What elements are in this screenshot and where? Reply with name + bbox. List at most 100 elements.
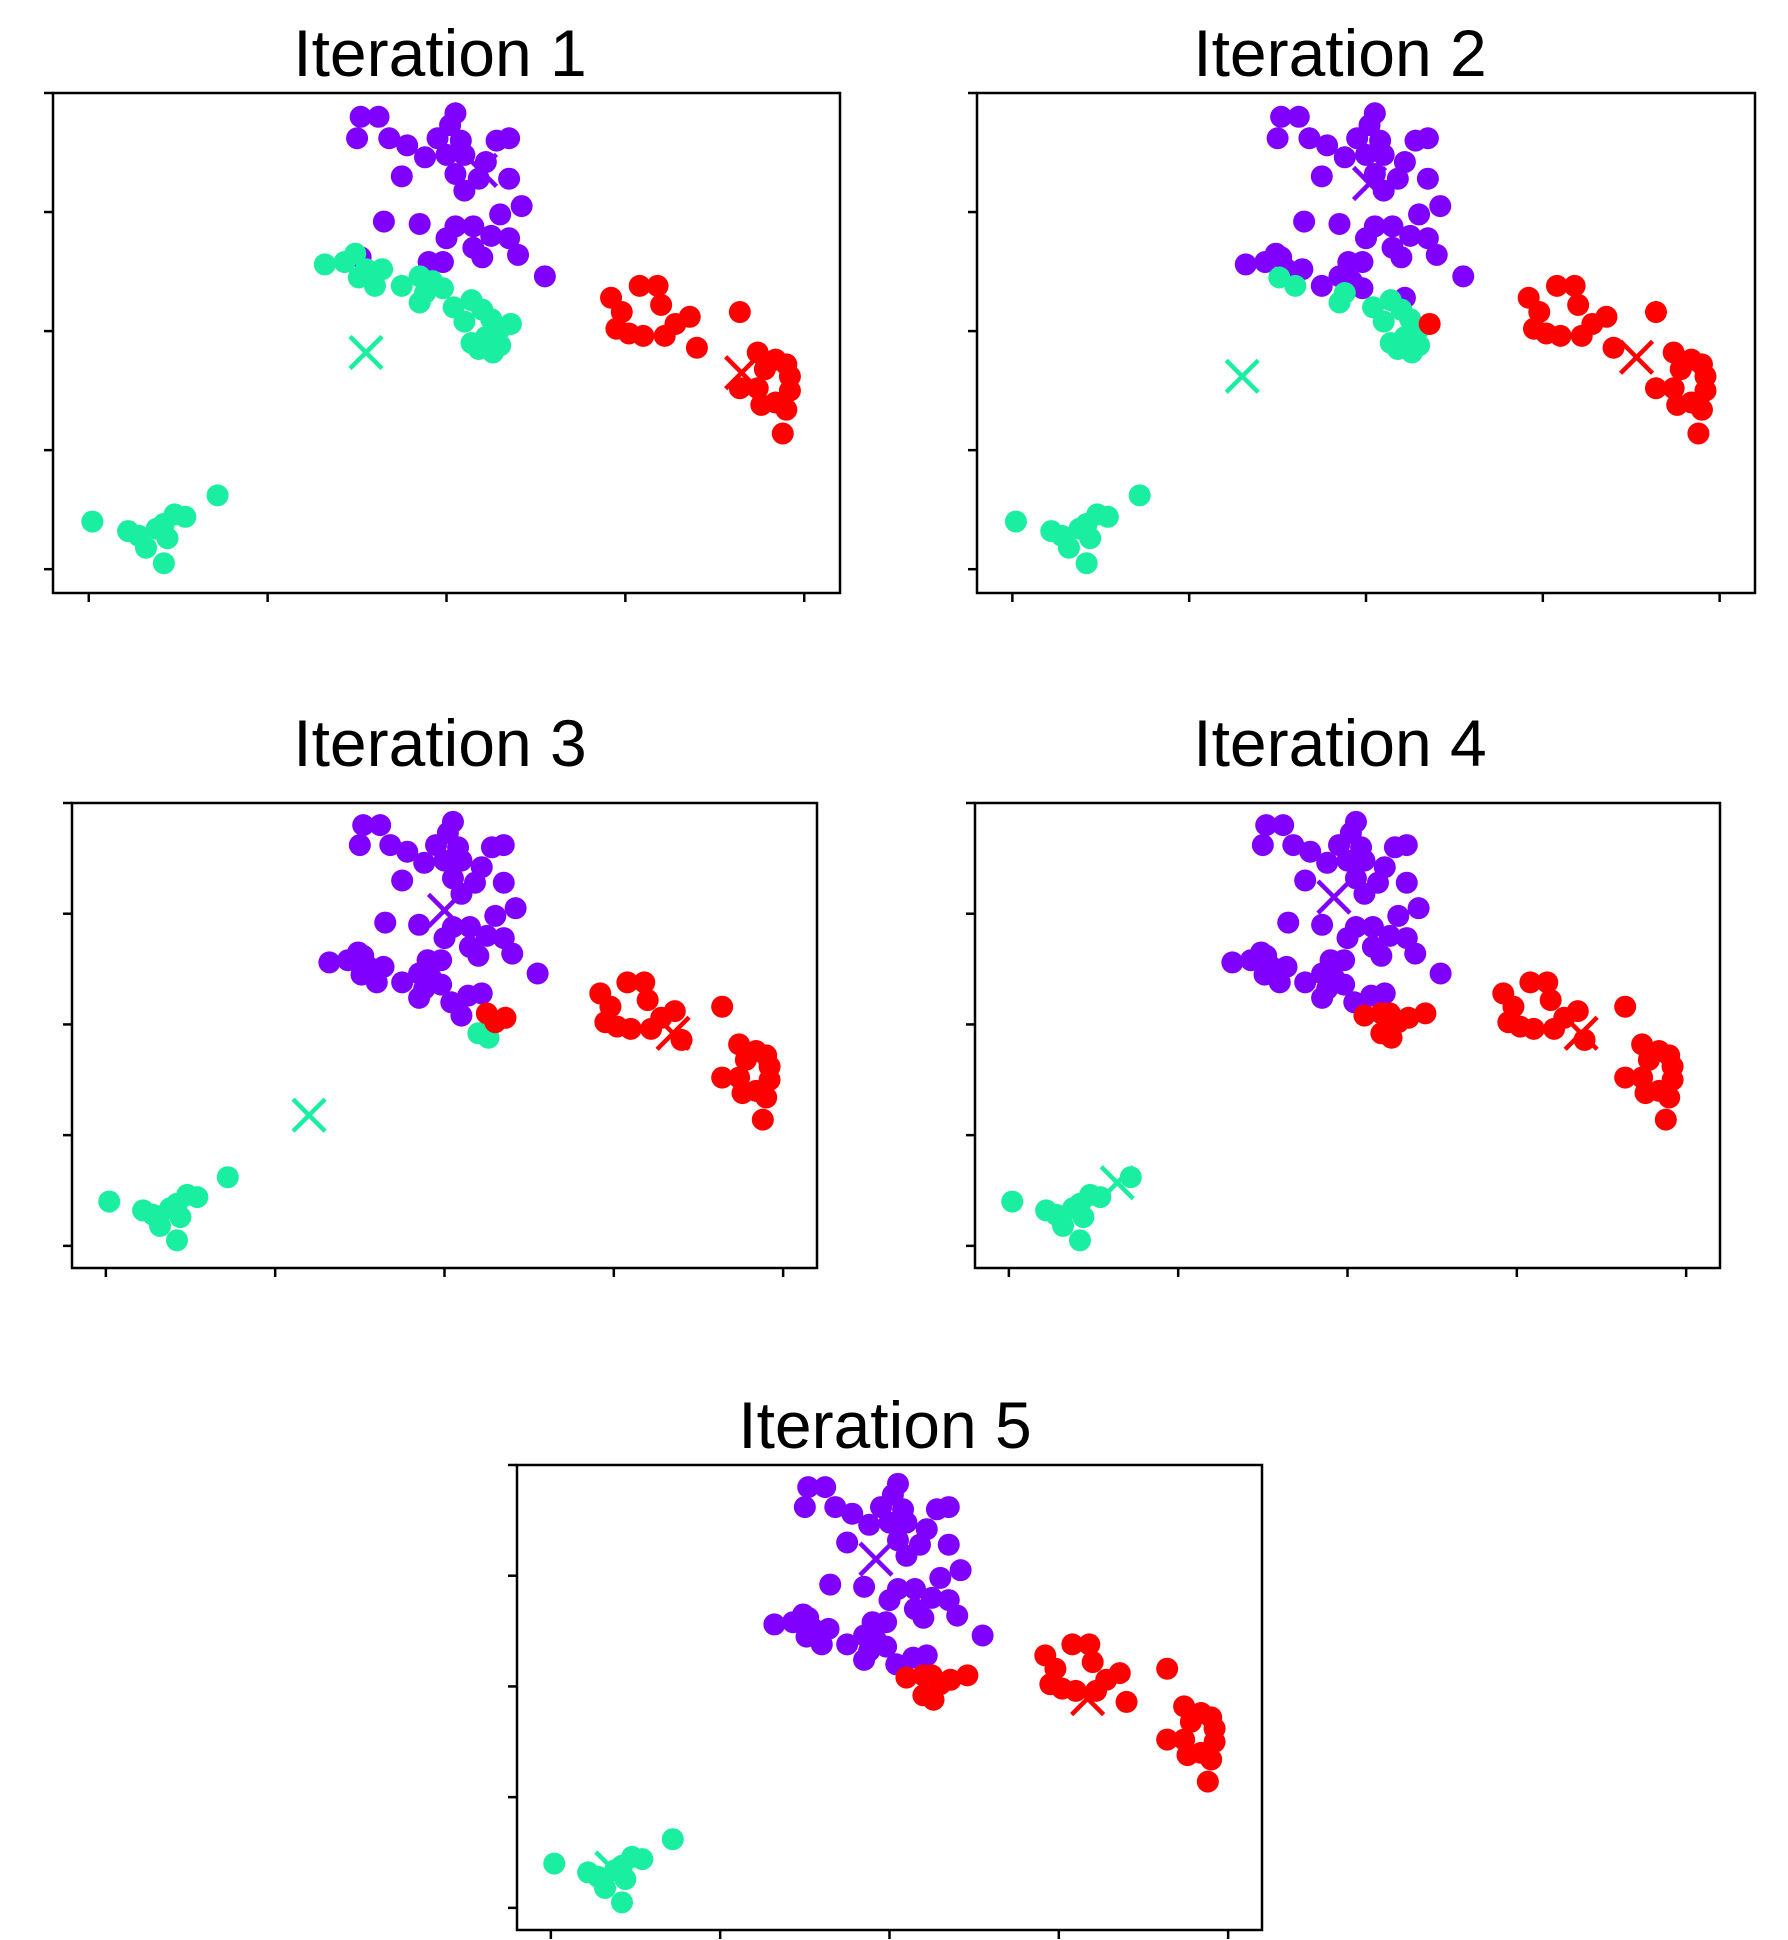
data-point bbox=[1378, 924, 1401, 947]
data-point bbox=[352, 814, 375, 837]
data-point bbox=[206, 484, 229, 507]
data-point bbox=[1372, 179, 1395, 202]
data-point bbox=[1078, 1633, 1101, 1656]
data-point bbox=[1270, 105, 1293, 128]
data-point bbox=[450, 849, 473, 872]
data-point bbox=[501, 942, 524, 965]
data-point bbox=[631, 1848, 654, 1871]
data-point bbox=[156, 527, 179, 550]
data-point bbox=[1310, 165, 1333, 188]
data-point bbox=[81, 510, 104, 533]
data-point bbox=[344, 242, 367, 265]
data-point bbox=[1234, 253, 1257, 276]
data-point bbox=[165, 1229, 188, 1252]
data-point bbox=[775, 398, 798, 421]
data-point bbox=[1333, 146, 1356, 169]
data-point bbox=[902, 1646, 925, 1669]
data-point bbox=[875, 1635, 898, 1658]
data-point bbox=[1654, 1108, 1677, 1131]
data-point bbox=[734, 1048, 757, 1071]
data-point bbox=[1549, 324, 1572, 347]
scatter-plot-iteration-5 bbox=[508, 1463, 1264, 1939]
centroid-marker-cluster_b bbox=[348, 334, 384, 371]
data-point bbox=[1408, 203, 1431, 226]
data-point bbox=[1333, 973, 1356, 996]
data-point bbox=[1536, 971, 1559, 994]
data-point bbox=[949, 1559, 972, 1582]
data-point bbox=[216, 1166, 239, 1189]
scatter-plot-iteration-4 bbox=[966, 801, 1722, 1277]
data-point bbox=[1328, 291, 1351, 314]
centroid-marker-cluster_b bbox=[1224, 358, 1260, 394]
data-point bbox=[1336, 849, 1359, 872]
data-point bbox=[462, 215, 485, 238]
data-point bbox=[1268, 971, 1291, 994]
data-point bbox=[1372, 143, 1395, 166]
data-point bbox=[1634, 1082, 1657, 1105]
data-point bbox=[1528, 301, 1551, 324]
data-point bbox=[484, 904, 507, 927]
data-point bbox=[1282, 834, 1305, 857]
data-point bbox=[346, 127, 369, 150]
data-point bbox=[457, 984, 480, 1007]
data-point bbox=[1644, 377, 1667, 400]
data-point bbox=[1452, 265, 1475, 288]
data-point bbox=[431, 277, 454, 300]
data-point bbox=[1360, 984, 1383, 1007]
data-point bbox=[1075, 552, 1098, 575]
data-point bbox=[1425, 243, 1448, 266]
data-point bbox=[912, 1664, 935, 1687]
data-point bbox=[1395, 871, 1418, 894]
data-point bbox=[1310, 274, 1333, 297]
data-point bbox=[1429, 195, 1452, 218]
scatter-plot-iteration-3 bbox=[63, 801, 819, 1277]
data-point bbox=[1299, 840, 1322, 863]
data-point bbox=[1079, 527, 1102, 550]
data-point bbox=[640, 1017, 663, 1040]
data-point bbox=[750, 393, 773, 416]
data-point bbox=[1381, 215, 1404, 238]
data-point bbox=[1064, 1679, 1087, 1702]
data-point bbox=[379, 834, 402, 857]
data-point bbox=[1416, 167, 1439, 190]
data-point bbox=[489, 203, 512, 226]
data-point bbox=[751, 1108, 774, 1131]
data-point bbox=[1336, 927, 1359, 950]
data-point bbox=[526, 962, 549, 985]
data-point bbox=[912, 1606, 935, 1629]
data-point bbox=[348, 834, 371, 857]
data-point bbox=[1293, 210, 1316, 233]
series-cluster_c bbox=[600, 274, 801, 445]
data-point bbox=[1277, 911, 1300, 934]
data-point bbox=[678, 305, 701, 328]
data-point bbox=[946, 1604, 969, 1627]
series-cluster_b bbox=[1004, 266, 1431, 575]
data-point bbox=[819, 1573, 842, 1596]
centroid-marker-cluster_a bbox=[462, 152, 499, 188]
data-point bbox=[1566, 1000, 1589, 1023]
data-point bbox=[408, 913, 431, 936]
data-point bbox=[149, 1214, 172, 1237]
series-cluster_a bbox=[1234, 102, 1475, 309]
series-cluster_b bbox=[98, 1022, 500, 1252]
data-point bbox=[731, 1082, 754, 1105]
data-point bbox=[763, 1613, 786, 1636]
data-point bbox=[1266, 127, 1289, 150]
data-point bbox=[498, 127, 521, 150]
data-point bbox=[543, 1852, 566, 1875]
data-point bbox=[186, 1186, 209, 1209]
data-point bbox=[920, 1586, 943, 1609]
data-point bbox=[152, 552, 175, 575]
data-point bbox=[685, 336, 708, 359]
data-point bbox=[467, 337, 490, 360]
data-point bbox=[1658, 1086, 1681, 1109]
data-point bbox=[1068, 1229, 1091, 1252]
data-point bbox=[467, 944, 490, 967]
data-point bbox=[391, 869, 414, 892]
data-point bbox=[610, 301, 633, 324]
data-point bbox=[895, 1544, 918, 1567]
data-point bbox=[458, 916, 481, 938]
data-point bbox=[1519, 971, 1542, 994]
data-point bbox=[1614, 995, 1637, 1018]
data-point bbox=[895, 1666, 918, 1689]
